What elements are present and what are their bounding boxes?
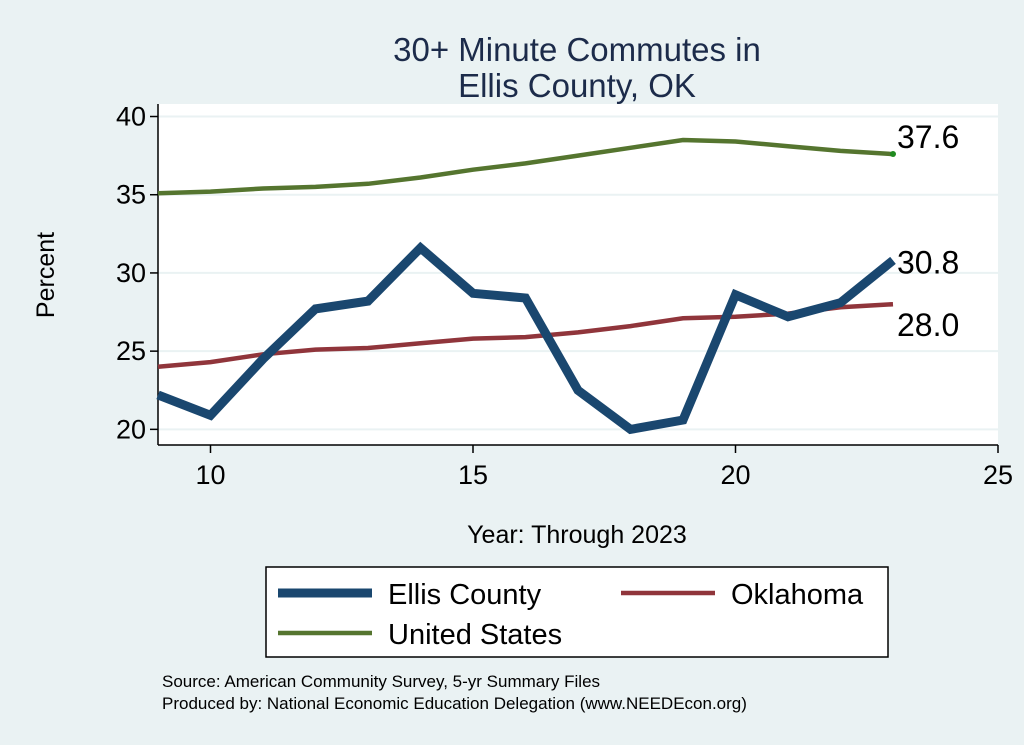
x-tick-label-10: 10 <box>195 460 225 490</box>
y-tick-label-35: 35 <box>116 180 146 210</box>
y-tick-label-30: 30 <box>116 258 146 288</box>
x-tick-label-15: 15 <box>458 460 488 490</box>
axes: 20 25 30 35 40 10 15 20 25 <box>116 102 1013 490</box>
series-line-ellis-county <box>156 241 896 435</box>
y-axis-label: Percent <box>32 232 60 318</box>
x-tick-label-25: 25 <box>983 460 1013 490</box>
legend-label-oklahoma: Oklahoma <box>731 579 864 611</box>
legend-label-united-states: United States <box>388 619 562 651</box>
chart-title-line-2: Ellis County, OK <box>458 67 696 104</box>
y-tick-label-20: 20 <box>116 414 146 444</box>
series-lines <box>156 137 896 435</box>
y-tick-label-25: 25 <box>116 336 146 366</box>
x-tick-label-20: 20 <box>720 460 750 490</box>
chart-title-line-1: 30+ Minute Commutes in <box>393 31 761 68</box>
series-line-united-states <box>157 137 894 196</box>
source-note: Source: American Community Survey, 5-yr … <box>162 672 600 691</box>
end-label-united-states: 37.6 <box>897 119 959 155</box>
end-labels: 30.8 28.0 37.6 <box>897 119 959 343</box>
end-label-ellis-county: 30.8 <box>897 244 959 280</box>
end-point-united-states <box>890 151 896 158</box>
legend-label-ellis-county: Ellis County <box>388 579 542 611</box>
legend-box <box>265 566 889 658</box>
produced-by-note: Produced by: National Economic Education… <box>162 694 747 713</box>
legend: Ellis County Oklahoma United States <box>265 566 889 658</box>
series-line-oklahoma <box>157 301 894 370</box>
y-tick-label-40: 40 <box>116 102 146 132</box>
end-label-oklahoma: 28.0 <box>897 307 959 343</box>
x-axis-label: Year: Through 2023 <box>467 521 687 549</box>
